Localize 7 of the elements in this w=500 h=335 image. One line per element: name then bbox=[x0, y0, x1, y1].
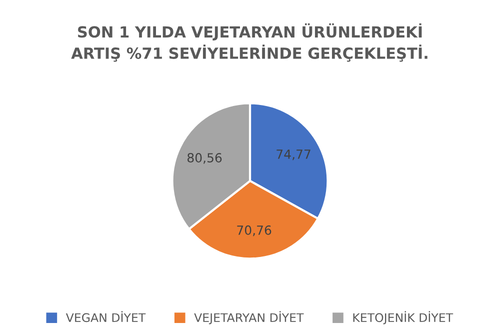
data-label: 74,77 bbox=[276, 150, 310, 160]
legend-label: VEGAN DİYET bbox=[66, 311, 146, 322]
data-label: 80,56 bbox=[187, 153, 222, 164]
legend-label: KETOJENİK DİYET bbox=[353, 311, 454, 324]
legend-label: VEJETARYAN DİYET bbox=[194, 311, 304, 324]
chart-title: SON 1 YILDA VEJETARYAN ÜRÜNLERDEKİ ARTIŞ %71 SEVİYELERİNDE GERÇEKLEŞTİ. bbox=[71, 23, 428, 62]
data-label: 70,76 bbox=[237, 225, 272, 236]
